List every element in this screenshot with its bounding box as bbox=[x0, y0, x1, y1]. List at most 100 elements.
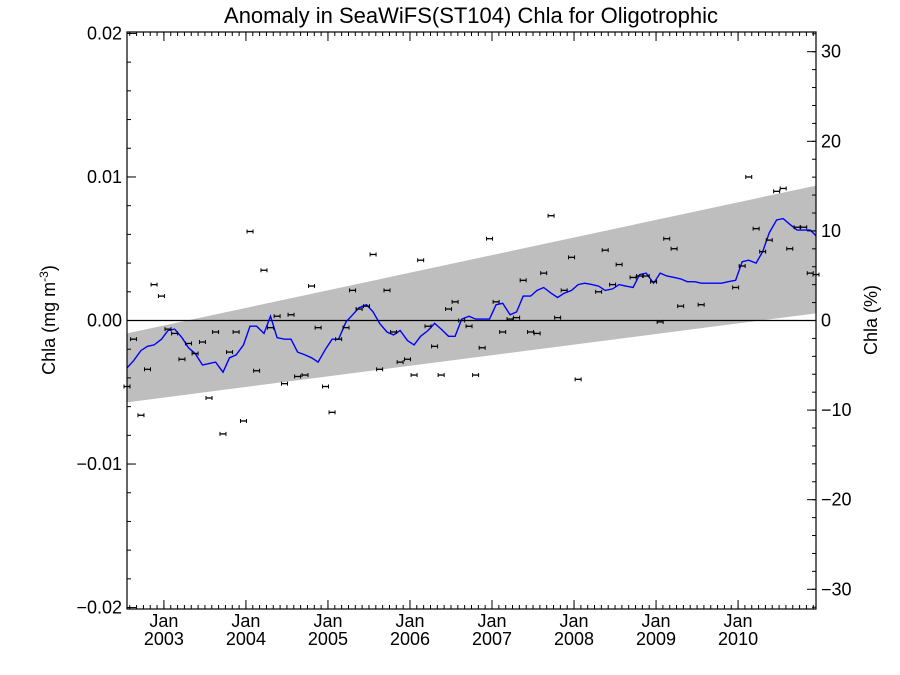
data-point bbox=[499, 329, 507, 334]
x-tick-month-label: Jan bbox=[149, 611, 178, 631]
data-point bbox=[417, 258, 425, 263]
data-point bbox=[280, 381, 288, 386]
data-point bbox=[321, 384, 329, 389]
data-point bbox=[396, 360, 404, 365]
x-tick-month-label: Jan bbox=[560, 611, 589, 631]
data-point bbox=[540, 271, 548, 276]
data-point bbox=[445, 307, 453, 312]
data-point bbox=[369, 252, 377, 257]
data-point bbox=[636, 274, 644, 279]
data-point bbox=[308, 284, 316, 289]
data-point bbox=[246, 229, 254, 234]
data-point bbox=[287, 312, 295, 317]
data-point bbox=[458, 318, 466, 323]
right-tick-label: 0 bbox=[821, 311, 831, 331]
data-point bbox=[663, 236, 671, 241]
data-point bbox=[130, 337, 138, 342]
data-point bbox=[656, 319, 664, 324]
left-y-axis: −0.02 −0.01 0.00 0.01 0.02 bbox=[76, 23, 136, 618]
data-point bbox=[191, 351, 199, 356]
data-point bbox=[629, 275, 637, 280]
x-tick-month-label: Jan bbox=[642, 611, 671, 631]
data-point bbox=[465, 324, 473, 329]
data-point bbox=[670, 246, 678, 251]
data-point bbox=[745, 174, 753, 179]
data-point bbox=[294, 374, 302, 379]
x-tick-month-label: Jan bbox=[724, 611, 753, 631]
x-tick-month-label: Jan bbox=[231, 611, 260, 631]
right-tick-label: 20 bbox=[821, 131, 841, 151]
data-point bbox=[560, 288, 568, 293]
data-point bbox=[171, 331, 179, 336]
left-tick-label: 0.01 bbox=[87, 167, 122, 187]
data-point bbox=[506, 317, 514, 322]
data-point bbox=[342, 325, 350, 330]
data-point bbox=[137, 413, 145, 418]
x-tick-year-label: 2007 bbox=[472, 629, 512, 649]
data-point bbox=[519, 278, 527, 283]
data-point bbox=[800, 225, 808, 230]
data-point bbox=[765, 238, 773, 243]
data-point bbox=[533, 331, 541, 336]
data-point bbox=[609, 282, 617, 287]
x-tick-year-label: 2008 bbox=[554, 629, 594, 649]
x-tick-year-label: 2004 bbox=[226, 629, 266, 649]
data-point bbox=[150, 282, 158, 287]
x-tick-year-label: 2010 bbox=[718, 629, 758, 649]
x-tick-month-label: Jan bbox=[477, 611, 506, 631]
data-point bbox=[328, 410, 336, 415]
data-point bbox=[738, 263, 746, 268]
data-point bbox=[547, 213, 555, 218]
data-point bbox=[486, 236, 494, 241]
data-point bbox=[431, 344, 439, 349]
left-axis-title: Chla (mg m-3) bbox=[37, 265, 59, 375]
data-point bbox=[492, 299, 500, 304]
data-point bbox=[273, 314, 281, 319]
data-point bbox=[568, 255, 576, 260]
data-point bbox=[437, 373, 445, 378]
x-tick-year-label: 2006 bbox=[390, 629, 430, 649]
data-point bbox=[185, 341, 193, 346]
data-point bbox=[239, 418, 247, 423]
data-point bbox=[451, 299, 459, 304]
left-tick-label: −0.01 bbox=[76, 454, 122, 474]
data-point bbox=[178, 357, 186, 362]
right-tick-label: 30 bbox=[821, 42, 841, 62]
trend-series-line bbox=[126, 217, 817, 374]
data-point bbox=[314, 325, 322, 330]
right-tick-label: −20 bbox=[821, 490, 852, 510]
data-point bbox=[793, 225, 801, 230]
x-tick-year-label: 2005 bbox=[308, 629, 348, 649]
data-point bbox=[390, 329, 398, 334]
data-point bbox=[642, 274, 650, 279]
data-point bbox=[478, 345, 486, 350]
data-point bbox=[574, 377, 582, 382]
data-point bbox=[404, 357, 412, 362]
data-point bbox=[759, 249, 767, 254]
data-point bbox=[527, 329, 535, 334]
data-point bbox=[232, 329, 240, 334]
data-point bbox=[513, 315, 521, 320]
data-point bbox=[752, 226, 760, 231]
left-tick-label: −0.02 bbox=[76, 598, 122, 618]
data-point bbox=[164, 327, 172, 332]
left-tick-label: 0.02 bbox=[87, 23, 122, 43]
x-tick-month-label: Jan bbox=[313, 611, 342, 631]
data-point bbox=[205, 396, 213, 401]
monthly-points bbox=[123, 174, 820, 436]
right-tick-label: −10 bbox=[821, 400, 852, 420]
chart-title: Anomaly in SeaWiFS(ST104) Chla for Oligo… bbox=[224, 3, 718, 28]
data-point bbox=[472, 373, 480, 378]
data-point bbox=[376, 367, 384, 372]
x-tick-year-label: 2003 bbox=[144, 629, 184, 649]
data-point bbox=[601, 248, 609, 253]
data-point bbox=[355, 307, 363, 312]
data-point bbox=[260, 268, 268, 273]
data-point bbox=[650, 279, 658, 284]
plot-area bbox=[123, 31, 820, 610]
data-point bbox=[267, 325, 275, 330]
right-tick-label: −30 bbox=[821, 579, 852, 599]
data-point bbox=[253, 368, 261, 373]
data-point bbox=[349, 288, 357, 293]
